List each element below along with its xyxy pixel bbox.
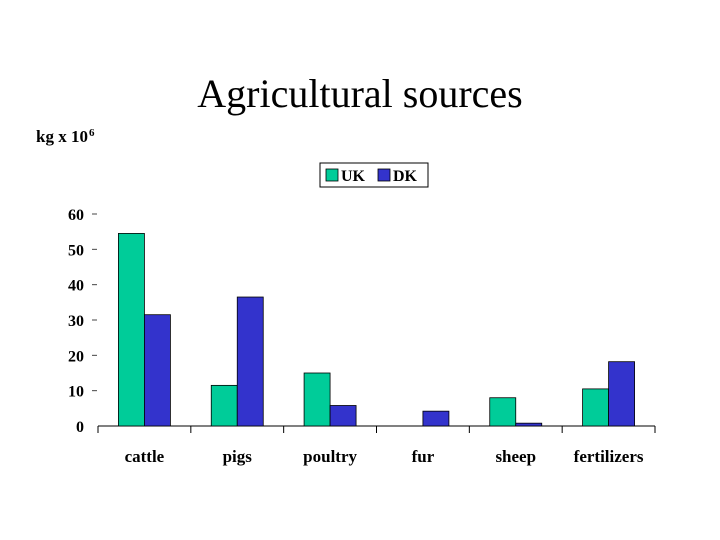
bar-dk-fur (422, 410, 450, 427)
legend-label-dk: DK (393, 168, 418, 185)
unit-exponent: 6 (88, 127, 95, 139)
chart-title: Agricultural sources (197, 71, 523, 116)
y-axis-unit-label: kg x 106 (36, 127, 94, 147)
bar-uk-pigs (210, 384, 238, 427)
bar-dk-fertilizers (608, 361, 635, 427)
y-tick-label: 60 (68, 207, 84, 224)
x-tick-label: pigs (223, 447, 253, 466)
bar-dk-pigs (236, 296, 264, 427)
x-tick-label: poultry (303, 447, 357, 466)
bar-uk-cattle (118, 233, 145, 427)
bar-dk-poultry (329, 405, 357, 427)
bar-uk-fertilizers (582, 388, 609, 427)
bar-dk-cattle (144, 314, 171, 427)
legend-swatch-dk (377, 168, 391, 182)
legend-label-uk: UK (341, 168, 366, 185)
x-tick-label: fertilizers (574, 447, 644, 466)
legend-swatch-uk (325, 168, 339, 182)
y-tick-label: 40 (68, 278, 84, 295)
bar-uk-sheep (489, 397, 517, 427)
unit-base: kg x 10 (36, 127, 88, 146)
y-tick-label: 20 (68, 348, 84, 365)
bar-uk-poultry (303, 372, 331, 427)
x-tick-label: sheep (495, 447, 536, 466)
y-tick-label: 10 (68, 384, 84, 401)
x-tick-label: cattle (125, 447, 165, 466)
y-tick-label: 50 (68, 242, 84, 259)
bar-dk-sheep (515, 422, 543, 427)
y-tick-label: 30 (68, 313, 84, 330)
y-tick-label: 0 (76, 419, 84, 436)
x-tick-label: fur (412, 447, 435, 466)
